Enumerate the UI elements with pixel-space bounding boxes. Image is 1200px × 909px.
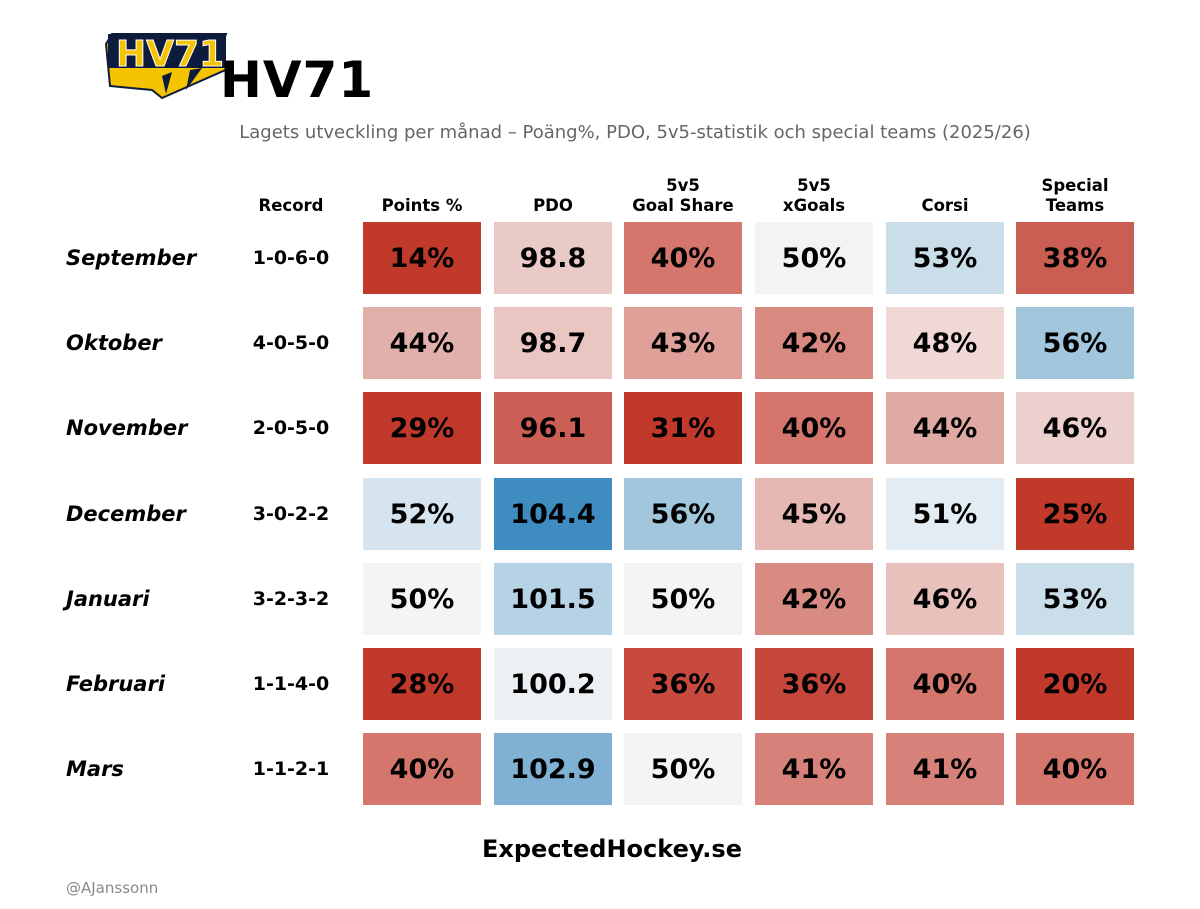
row-label-month: Januari bbox=[66, 587, 150, 611]
record-value: 4-0-5-0 bbox=[252, 332, 330, 354]
heatmap-cell: 96.1 bbox=[494, 392, 612, 464]
heatmap-cell: 29% bbox=[363, 392, 481, 464]
heatmap-cell: 40% bbox=[886, 648, 1004, 720]
heatmap-cell: 36% bbox=[755, 648, 873, 720]
column-header: 5v5 Goal Share bbox=[632, 176, 734, 215]
chart-subtitle: Lagets utveckling per månad – Poäng%, PD… bbox=[239, 122, 1031, 143]
heatmap-cell: 43% bbox=[624, 307, 742, 379]
heatmap-cell: 28% bbox=[363, 648, 481, 720]
heatmap-cell: 36% bbox=[624, 648, 742, 720]
heatmap-cell: 46% bbox=[886, 563, 1004, 635]
heatmap-cell: 44% bbox=[363, 307, 481, 379]
heatmap-cell: 50% bbox=[755, 222, 873, 294]
record-value: 2-0-5-0 bbox=[252, 417, 330, 439]
row-label-month: September bbox=[66, 246, 197, 270]
heatmap-cell: 42% bbox=[755, 307, 873, 379]
heatmap-cell: 50% bbox=[624, 563, 742, 635]
heatmap-cell: 53% bbox=[1016, 563, 1134, 635]
heatmap-cell: 40% bbox=[755, 392, 873, 464]
heatmap-cell: 98.7 bbox=[494, 307, 612, 379]
heatmap-cell: 25% bbox=[1016, 478, 1134, 550]
heatmap-cell: 52% bbox=[363, 478, 481, 550]
heatmap-cell: 102.9 bbox=[494, 733, 612, 805]
heatmap-cell: 101.5 bbox=[494, 563, 612, 635]
heatmap-cell: 14% bbox=[363, 222, 481, 294]
row-label-month: November bbox=[66, 416, 188, 440]
column-header: Corsi bbox=[921, 196, 969, 215]
record-value: 3-2-3-2 bbox=[252, 588, 330, 610]
author-handle: @AJanssonn bbox=[66, 879, 159, 897]
heatmap-cell: 100.2 bbox=[494, 648, 612, 720]
heatmap-cell: 56% bbox=[1016, 307, 1134, 379]
heatmap-cell: 50% bbox=[624, 733, 742, 805]
heatmap-cell: 38% bbox=[1016, 222, 1134, 294]
heatmap-cell: 56% bbox=[624, 478, 742, 550]
heatmap-cell: 45% bbox=[755, 478, 873, 550]
column-header: Special Teams bbox=[1041, 176, 1109, 215]
heatmap-cell: 48% bbox=[886, 307, 1004, 379]
heatmap-cell: 44% bbox=[886, 392, 1004, 464]
row-label-month: December bbox=[66, 502, 186, 526]
heatmap-cell: 51% bbox=[886, 478, 1004, 550]
heatmap-cell: 50% bbox=[363, 563, 481, 635]
chart-title: HV71 bbox=[220, 51, 375, 109]
record-value: 1-0-6-0 bbox=[252, 247, 330, 269]
heatmap-cell: 98.8 bbox=[494, 222, 612, 294]
row-label-month: Februari bbox=[66, 672, 166, 696]
heatmap-cell: 40% bbox=[1016, 733, 1134, 805]
column-header: 5v5 xGoals bbox=[782, 176, 846, 215]
row-label-month: Oktober bbox=[66, 331, 162, 355]
row-label-month: Mars bbox=[66, 757, 124, 781]
heatmap-cell: 40% bbox=[624, 222, 742, 294]
heatmap-cell: 41% bbox=[886, 733, 1004, 805]
svg-text:HV71: HV71 bbox=[116, 34, 224, 75]
heatmap-cell: 31% bbox=[624, 392, 742, 464]
record-value: 3-0-2-2 bbox=[252, 503, 330, 525]
heatmap-cell: 53% bbox=[886, 222, 1004, 294]
column-header: Points % bbox=[381, 196, 463, 215]
hv71-logo-icon: HV71 bbox=[104, 33, 232, 100]
column-header: PDO bbox=[533, 196, 573, 215]
column-header: Record bbox=[258, 196, 324, 215]
heatmap-cell: 40% bbox=[363, 733, 481, 805]
record-value: 1-1-2-1 bbox=[252, 758, 330, 780]
heatmap-cell: 104.4 bbox=[494, 478, 612, 550]
record-value: 1-1-4-0 bbox=[252, 673, 330, 695]
heatmap-cell: 42% bbox=[755, 563, 873, 635]
footer-site: ExpectedHockey.se bbox=[481, 835, 742, 863]
heatmap-cell: 46% bbox=[1016, 392, 1134, 464]
heatmap-cell: 41% bbox=[755, 733, 873, 805]
heatmap-cell: 20% bbox=[1016, 648, 1134, 720]
